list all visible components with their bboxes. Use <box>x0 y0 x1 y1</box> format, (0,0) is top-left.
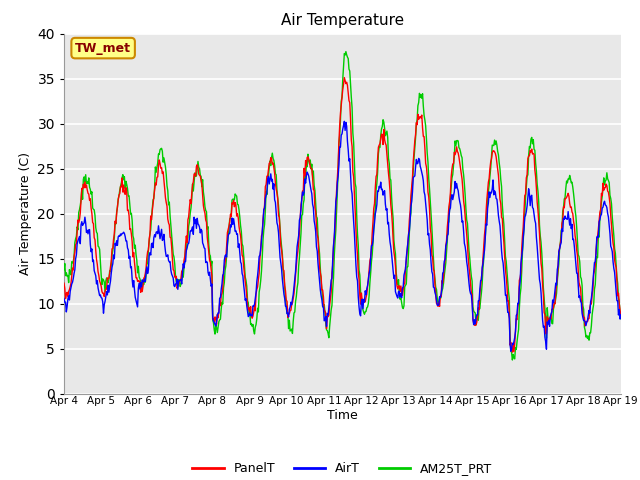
AirT <box>507 348 515 354</box>
AM25T_PRT <box>617 316 625 322</box>
PanelT <box>127 231 135 237</box>
PanelT <box>184 217 192 223</box>
AM25T_PRT <box>184 235 192 240</box>
Y-axis label: Air Temperature (C): Air Temperature (C) <box>19 152 32 275</box>
AM25T_PRT <box>60 267 68 273</box>
PanelT <box>509 349 516 355</box>
AM25T_PRT <box>127 210 135 216</box>
AM25T_PRT <box>214 330 221 336</box>
PanelT <box>340 75 348 81</box>
AM25T_PRT <box>428 212 435 218</box>
PanelT <box>70 253 78 259</box>
AM25T_PRT <box>411 144 419 150</box>
AM25T_PRT <box>342 48 349 54</box>
PanelT <box>617 312 625 317</box>
AirT <box>127 264 135 270</box>
X-axis label: Time: Time <box>327 409 358 422</box>
Title: Air Temperature: Air Temperature <box>281 13 404 28</box>
AirT <box>214 312 221 318</box>
AirT <box>60 296 68 301</box>
PanelT <box>428 231 435 237</box>
Line: PanelT: PanelT <box>64 78 621 352</box>
AirT <box>617 312 625 318</box>
Legend: PanelT, AirT, AM25T_PRT: PanelT, AirT, AM25T_PRT <box>188 457 497 480</box>
PanelT <box>60 280 68 286</box>
Text: TW_met: TW_met <box>75 42 131 55</box>
AirT <box>411 173 419 179</box>
Line: AM25T_PRT: AM25T_PRT <box>64 51 621 360</box>
Line: AirT: AirT <box>64 121 621 351</box>
PanelT <box>411 138 419 144</box>
AirT <box>428 260 435 265</box>
AirT <box>184 241 192 247</box>
AM25T_PRT <box>70 253 78 259</box>
AM25T_PRT <box>509 357 516 363</box>
PanelT <box>214 312 221 317</box>
AirT <box>70 271 78 276</box>
AirT <box>340 119 348 124</box>
